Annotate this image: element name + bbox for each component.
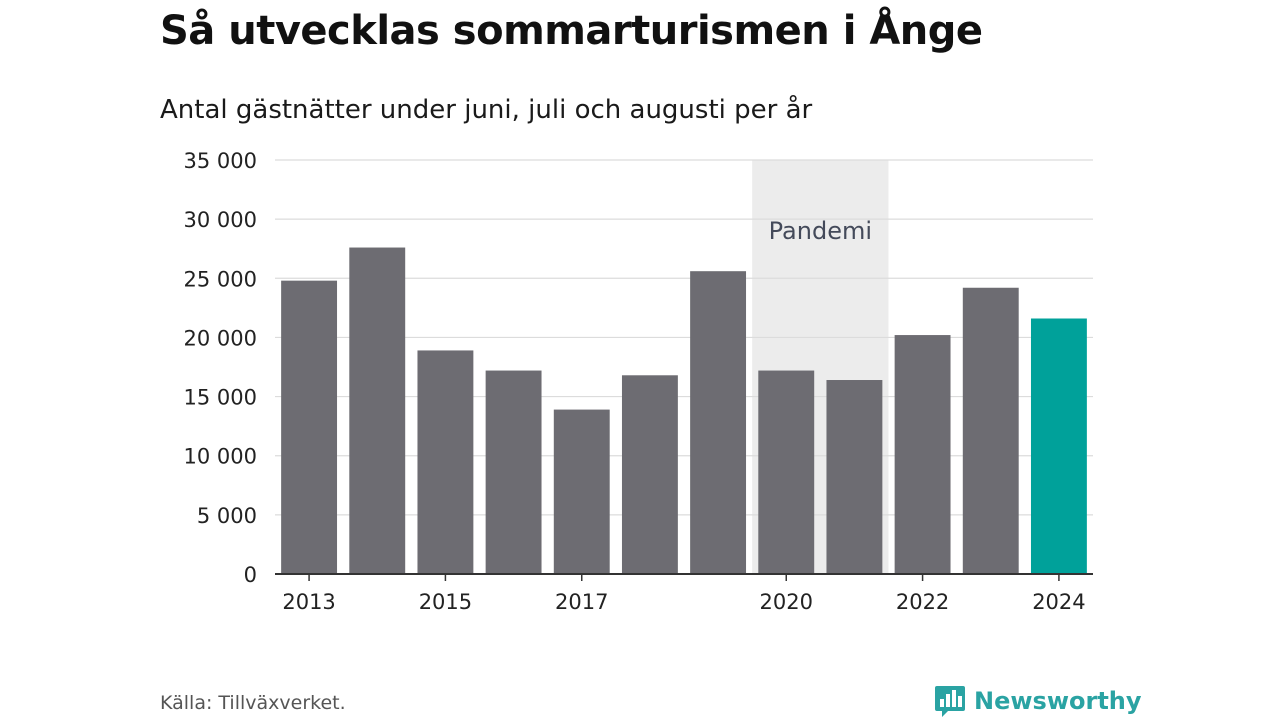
bar-2023: [962, 287, 1019, 574]
x-tick-label: 2015: [419, 590, 472, 614]
bar-2014: [349, 247, 406, 574]
x-tick-label: 2024: [1032, 590, 1085, 614]
x-tick-label: 2022: [896, 590, 949, 614]
bar-chart: Pandemi 0 5 000 10 000 15 000 20 000 25 000 30…: [184, 149, 1093, 614]
y-tick-label: 10 000: [184, 445, 257, 469]
bar-2018: [621, 375, 678, 574]
y-tick-label: 20 000: [184, 326, 257, 350]
y-tick-label: 25 000: [184, 267, 257, 291]
bar-2013: [281, 280, 338, 574]
pandemic-label: Pandemi: [769, 217, 872, 245]
bar-2022: [894, 335, 951, 574]
bar-chart-speech-bubble-icon: [935, 686, 965, 717]
bar-2024: [1030, 318, 1087, 574]
bar-2020: [758, 370, 815, 574]
bar-2021: [826, 380, 883, 574]
bar-2017: [553, 409, 610, 574]
brand-logo: Newsworthy: [934, 684, 1142, 718]
y-tick-label: 5 000: [197, 504, 257, 528]
bar-2016: [485, 370, 542, 574]
y-tick-label: 0: [244, 563, 257, 587]
y-tick-label: 15 000: [184, 386, 257, 410]
x-tick-label: 2017: [555, 590, 608, 614]
bar-2015: [417, 350, 474, 574]
bar-2019: [690, 271, 747, 574]
chart-subtitle: Antal gästnätter under juni, juli och au…: [160, 95, 813, 125]
brand-name: Newsworthy: [974, 687, 1142, 715]
x-tick-label: 2020: [760, 590, 813, 614]
x-tick-label: 2013: [282, 590, 335, 614]
y-tick-label: 30 000: [184, 208, 257, 232]
source-note: Källa: Tillväxverket.: [160, 692, 346, 714]
y-tick-label: 35 000: [184, 149, 257, 173]
chart-title: Så utvecklas sommarturismen i Ånge: [160, 8, 983, 54]
